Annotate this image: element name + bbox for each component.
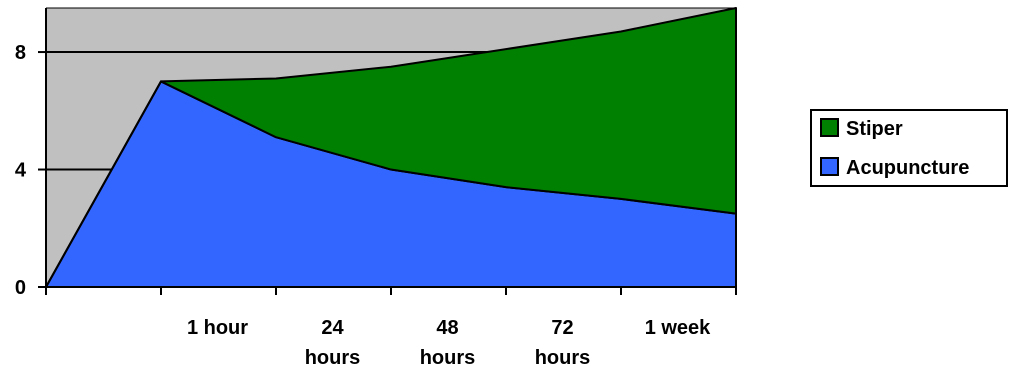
legend-swatch-stiper bbox=[820, 118, 839, 137]
area-stiper bbox=[45, 7, 737, 288]
y-tick-label: 8 bbox=[15, 42, 26, 64]
legend-box bbox=[810, 109, 1008, 187]
x-tick-label: 48 hours bbox=[420, 317, 476, 369]
legend-label-acupuncture: Acupuncture bbox=[846, 157, 969, 179]
x-tick-label: 72 hours bbox=[535, 317, 591, 369]
y-tick-label: 0 bbox=[15, 277, 26, 299]
x-tick-label: 24 hours bbox=[305, 317, 361, 369]
legend-label-stiper: Stiper bbox=[846, 118, 903, 140]
legend: Stiper Acupuncture bbox=[810, 109, 1008, 187]
x-tick-label: 1 hour bbox=[187, 317, 248, 339]
y-tick-label: 4 bbox=[15, 160, 27, 182]
legend-swatch-acupuncture bbox=[820, 157, 839, 176]
x-tick-label: 1 week bbox=[645, 317, 711, 339]
